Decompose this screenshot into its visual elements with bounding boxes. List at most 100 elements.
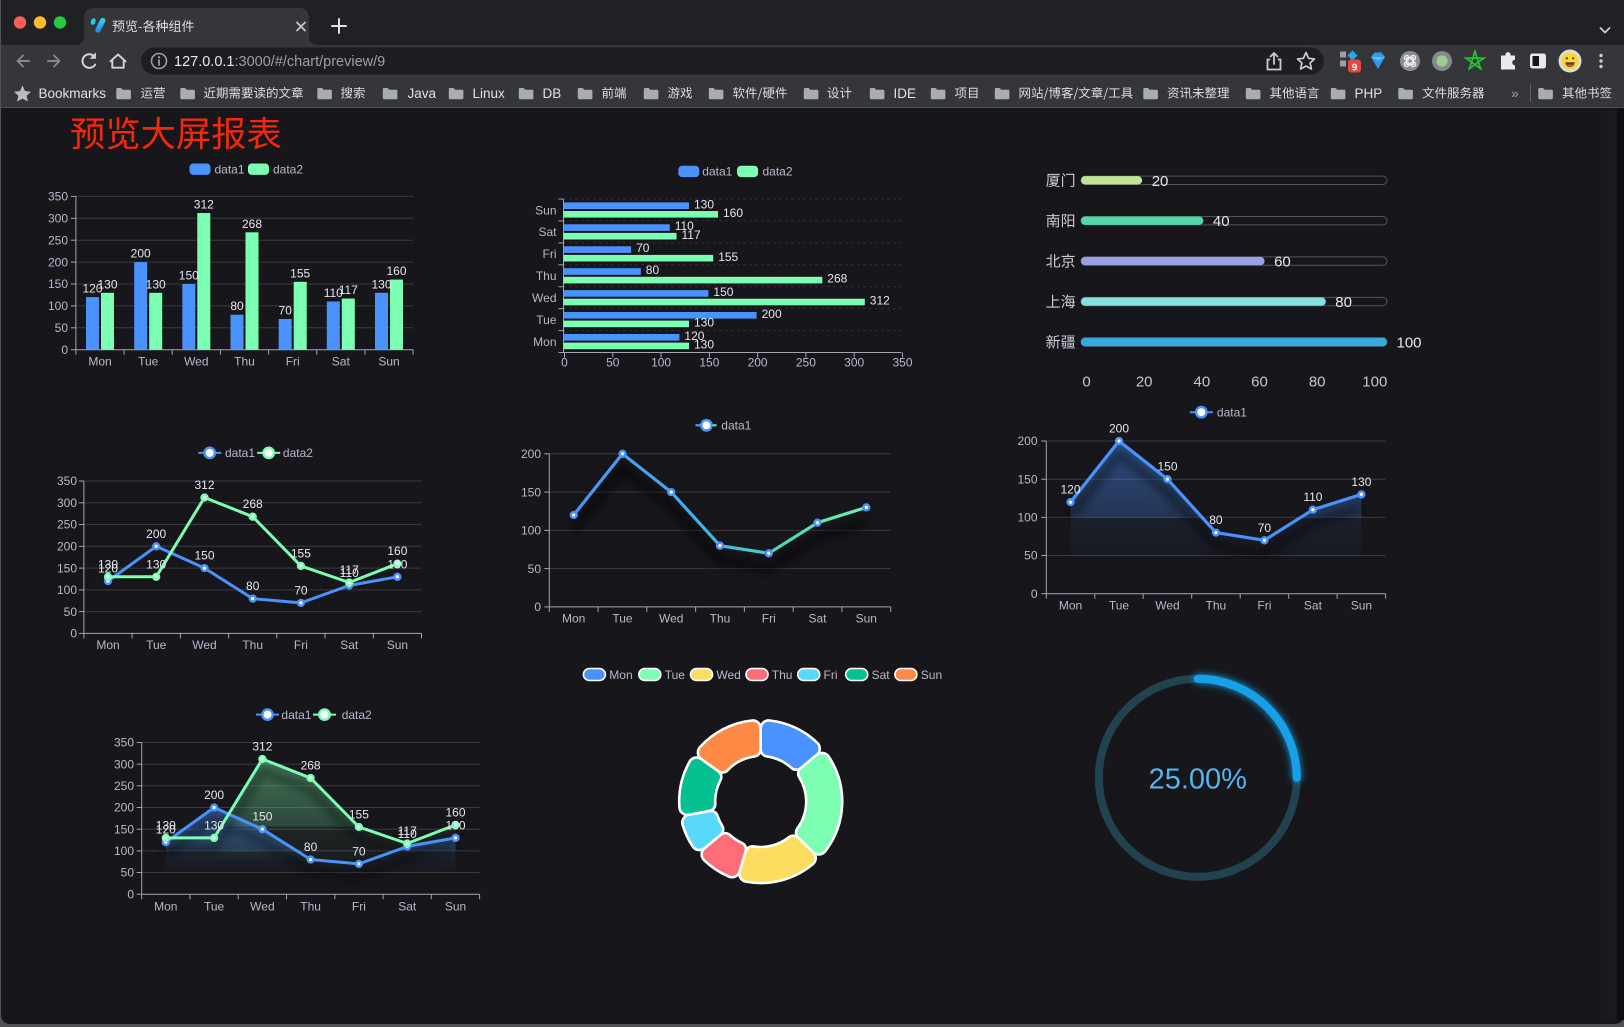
svg-text:130: 130 [98, 557, 118, 571]
svg-text:Mon: Mon [609, 668, 632, 682]
svg-text:»: » [1511, 85, 1519, 101]
svg-text:80: 80 [646, 263, 660, 277]
svg-text:data1: data1 [1217, 406, 1247, 420]
svg-text:120: 120 [156, 823, 176, 837]
svg-text:data1: data1 [281, 708, 311, 722]
svg-text:130: 130 [694, 338, 714, 352]
svg-text:268: 268 [301, 759, 321, 773]
svg-text:130: 130 [204, 818, 224, 832]
svg-text:160: 160 [386, 264, 406, 278]
svg-text:130: 130 [694, 197, 714, 211]
svg-text:Thu: Thu [710, 612, 731, 626]
svg-text:Sun: Sun [535, 203, 556, 217]
svg-text:Mon: Mon [96, 638, 119, 652]
svg-text:Tue: Tue [612, 612, 633, 626]
svg-text:150: 150 [699, 356, 719, 370]
svg-text:150: 150 [114, 822, 134, 836]
svg-text:0: 0 [1082, 374, 1090, 391]
svg-text:Mon: Mon [154, 900, 177, 914]
svg-text:110: 110 [1303, 490, 1322, 504]
svg-text:Tue: Tue [204, 900, 225, 914]
svg-text:Fri: Fri [352, 900, 366, 914]
svg-text:120: 120 [684, 329, 704, 343]
svg-text:350: 350 [892, 356, 912, 370]
svg-text:200: 200 [57, 540, 77, 554]
svg-text:Mon: Mon [88, 355, 111, 369]
svg-text:160: 160 [723, 206, 743, 220]
svg-text:130: 130 [146, 557, 166, 571]
svg-text:130: 130 [387, 557, 407, 571]
svg-text:data2: data2 [283, 446, 313, 460]
svg-text:117: 117 [339, 283, 358, 297]
svg-text:268: 268 [242, 217, 262, 231]
svg-text:117: 117 [340, 563, 359, 577]
svg-text:40: 40 [1213, 213, 1230, 230]
svg-text:Sat: Sat [398, 900, 417, 914]
svg-text:60: 60 [1251, 374, 1268, 391]
svg-text:50: 50 [528, 562, 542, 576]
svg-text:0: 0 [1031, 587, 1038, 601]
svg-text:312: 312 [194, 198, 214, 212]
svg-text:Tue: Tue [138, 355, 159, 369]
svg-text:130: 130 [97, 277, 117, 291]
svg-text:Thu: Thu [1206, 599, 1227, 613]
svg-text:50: 50 [55, 321, 69, 335]
svg-text:100: 100 [1397, 335, 1422, 352]
svg-text:200: 200 [146, 527, 166, 541]
svg-text:80: 80 [246, 579, 260, 593]
svg-text:80: 80 [230, 299, 244, 313]
svg-text:200: 200 [114, 801, 134, 815]
svg-text:Tue: Tue [665, 668, 686, 682]
svg-text:Fri: Fri [824, 668, 838, 682]
svg-text:100: 100 [651, 356, 671, 370]
svg-text:Thu: Thu [234, 355, 255, 369]
svg-text:100: 100 [48, 299, 68, 313]
svg-text:300: 300 [114, 757, 134, 771]
svg-text:70: 70 [1258, 521, 1272, 535]
svg-text:data1: data1 [702, 165, 732, 179]
svg-text:150: 150 [57, 561, 77, 575]
svg-text:100: 100 [1362, 374, 1387, 391]
svg-text:PHP: PHP [1355, 86, 1383, 101]
svg-text:350: 350 [48, 190, 68, 204]
svg-text:127.0.0.1:3000/#/chart/preview: 127.0.0.1:3000/#/chart/preview/9 [174, 54, 385, 70]
svg-text:Tue: Tue [1109, 599, 1130, 613]
svg-text:250: 250 [57, 518, 77, 532]
svg-text:150: 150 [194, 549, 214, 563]
svg-text:130: 130 [371, 277, 391, 291]
svg-text:0: 0 [70, 627, 77, 641]
svg-text:200: 200 [131, 247, 151, 261]
svg-text:117: 117 [398, 824, 417, 838]
svg-text:110: 110 [324, 286, 343, 300]
svg-text:100: 100 [114, 844, 134, 858]
svg-text:Thu: Thu [772, 668, 793, 682]
svg-text:110: 110 [675, 219, 694, 233]
svg-text:155: 155 [718, 250, 738, 264]
svg-text:50: 50 [606, 356, 620, 370]
svg-text:0: 0 [561, 356, 568, 370]
svg-text:Sat: Sat [808, 612, 827, 626]
svg-text:120: 120 [1060, 483, 1080, 497]
svg-text:300: 300 [57, 496, 77, 510]
svg-text:Sun: Sun [921, 668, 942, 682]
svg-text:Thu: Thu [300, 900, 321, 914]
svg-text:200: 200 [748, 356, 768, 370]
svg-text:60: 60 [1274, 254, 1291, 271]
svg-text:Sat: Sat [332, 355, 351, 369]
svg-text:200: 200 [1017, 434, 1037, 448]
svg-text:Sun: Sun [387, 638, 408, 652]
svg-text:Mon: Mon [1059, 599, 1082, 613]
svg-text:100: 100 [57, 583, 77, 597]
svg-text:130: 130 [146, 277, 166, 291]
svg-text:Fri: Fri [286, 355, 300, 369]
svg-text:50: 50 [64, 605, 78, 619]
svg-text:Java: Java [408, 86, 437, 101]
svg-text:100: 100 [521, 524, 541, 538]
svg-text:Sat: Sat [538, 225, 557, 239]
svg-text:110: 110 [398, 827, 417, 841]
svg-text:117: 117 [682, 228, 701, 242]
svg-text:DB: DB [543, 86, 562, 101]
svg-text:Fri: Fri [294, 638, 308, 652]
svg-text:70: 70 [352, 844, 366, 858]
svg-text:50: 50 [1024, 549, 1038, 563]
